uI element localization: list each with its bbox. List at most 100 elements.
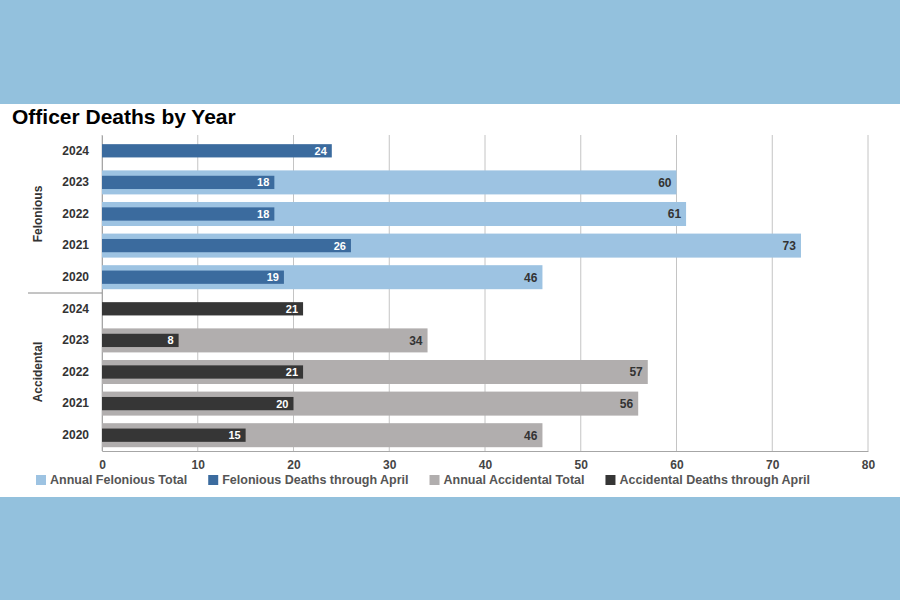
legend-item: Annual Accidental Total — [430, 473, 585, 487]
grid-line — [868, 135, 869, 451]
x-tick: 30 — [383, 451, 397, 472]
data-label: 18 — [257, 208, 269, 220]
legend-label: Felonious Deaths through April — [222, 473, 408, 487]
y-tick: 2022 — [62, 365, 102, 379]
bar — [102, 423, 542, 447]
y-tick-label: 2024 — [62, 144, 89, 158]
legend-label: Annual Felonious Total — [50, 473, 187, 487]
bar — [102, 365, 303, 378]
data-label: 56 — [620, 397, 634, 411]
bar — [102, 302, 303, 315]
data-label: 21 — [286, 303, 298, 315]
y-tick: 2021 — [62, 238, 102, 252]
bar — [102, 207, 274, 220]
y-tick-label: 2023 — [62, 175, 89, 189]
x-tick-label: 40 — [479, 458, 493, 472]
background-top — [0, 0, 900, 104]
x-tick-label: 0 — [99, 458, 106, 472]
data-label: 61 — [668, 207, 682, 221]
y-tick: 2020 — [62, 428, 102, 442]
x-tick-label: 20 — [287, 458, 301, 472]
data-label: 46 — [524, 429, 538, 443]
x-tick-label: 60 — [670, 458, 684, 472]
x-tick: 10 — [192, 451, 206, 472]
y-tick: 2024 — [62, 144, 102, 158]
bar — [102, 429, 246, 442]
group-separator — [28, 293, 102, 294]
legend-swatch — [36, 475, 46, 485]
bar — [102, 397, 294, 410]
grid — [102, 135, 868, 451]
data-label: 24 — [315, 145, 328, 157]
y-tick-label: 2024 — [62, 302, 89, 316]
x-tick: 0 — [99, 451, 106, 472]
y-tick-label: 2022 — [62, 207, 89, 221]
y-tick: 2020 — [62, 270, 102, 284]
y-tick-label: 2020 — [62, 428, 89, 442]
chart: Officer Deaths by Year 0 10 20 30 40 50 60 70 80 2… — [0, 0, 900, 600]
y-tick-label: 2021 — [62, 238, 89, 252]
legend-item: Felonious Deaths through April — [208, 473, 408, 487]
x-tick-label: 70 — [766, 458, 780, 472]
x-tick: 40 — [479, 451, 493, 472]
title: Officer Deaths by Year — [12, 105, 236, 128]
bar — [102, 144, 332, 157]
x-tick-label: 10 — [192, 458, 206, 472]
y-tick-label: 2022 — [62, 365, 89, 379]
x-tick-label: 80 — [862, 458, 876, 472]
legend-item: Accidental Deaths through April — [605, 473, 810, 487]
y-tick: 2022 — [62, 207, 102, 221]
bar — [102, 202, 686, 226]
legend: Annual Felonious Total Felonious Deaths t… — [36, 473, 810, 487]
group-label: Felonious — [31, 185, 45, 242]
y-tick: 2023 — [62, 175, 102, 189]
data-label: 20 — [276, 398, 288, 410]
y-tick: 2021 — [62, 396, 102, 410]
bar — [102, 265, 542, 289]
bars — [102, 144, 801, 447]
y-tick-label: 2020 — [62, 270, 89, 284]
y-tick-label: 2023 — [62, 333, 89, 347]
data-label: 60 — [658, 176, 672, 190]
bar — [102, 170, 677, 194]
y-tick: 2024 — [62, 302, 102, 316]
data-labels: 60 61 73 46 24 18 18 26 19 34 57 56 46 21 8 21 20 15 — [167, 145, 796, 443]
x-tick: 50 — [575, 451, 589, 472]
x-axis: 0 10 20 30 40 50 60 70 80 — [99, 451, 875, 472]
background-panel — [0, 104, 900, 497]
data-label: 46 — [524, 271, 538, 285]
y-tick: 2023 — [62, 333, 102, 347]
bar — [102, 176, 274, 189]
data-label: 8 — [167, 334, 173, 346]
group-label: Accidental — [31, 342, 45, 403]
data-label: 26 — [334, 240, 346, 252]
data-label: 19 — [267, 271, 279, 283]
data-label: 18 — [257, 176, 269, 188]
x-tick: 80 — [862, 451, 876, 472]
data-label: 57 — [629, 365, 643, 379]
x-tick: 60 — [670, 451, 684, 472]
legend-item: Annual Felonious Total — [36, 473, 187, 487]
data-label: 73 — [783, 239, 797, 253]
y-tick-label: 2021 — [62, 396, 89, 410]
bar — [102, 334, 179, 347]
x-axis-line — [103, 451, 869, 452]
data-label: 34 — [409, 334, 423, 348]
bar — [102, 328, 428, 352]
legend-swatch — [605, 475, 615, 485]
x-tick-label: 30 — [383, 458, 397, 472]
data-label: 15 — [228, 429, 240, 441]
bar — [102, 392, 638, 416]
bar — [102, 239, 351, 252]
data-label: 21 — [286, 366, 298, 378]
grid-line — [772, 135, 773, 451]
groups: Felonious Accidental — [28, 185, 102, 402]
bar — [102, 234, 801, 258]
bar — [102, 360, 648, 384]
bar — [102, 271, 284, 284]
x-tick: 70 — [766, 451, 780, 472]
legend-swatch — [208, 475, 218, 485]
x-tick-label: 50 — [575, 458, 589, 472]
legend-label: Accidental Deaths through April — [619, 473, 810, 487]
legend-swatch — [430, 475, 440, 485]
